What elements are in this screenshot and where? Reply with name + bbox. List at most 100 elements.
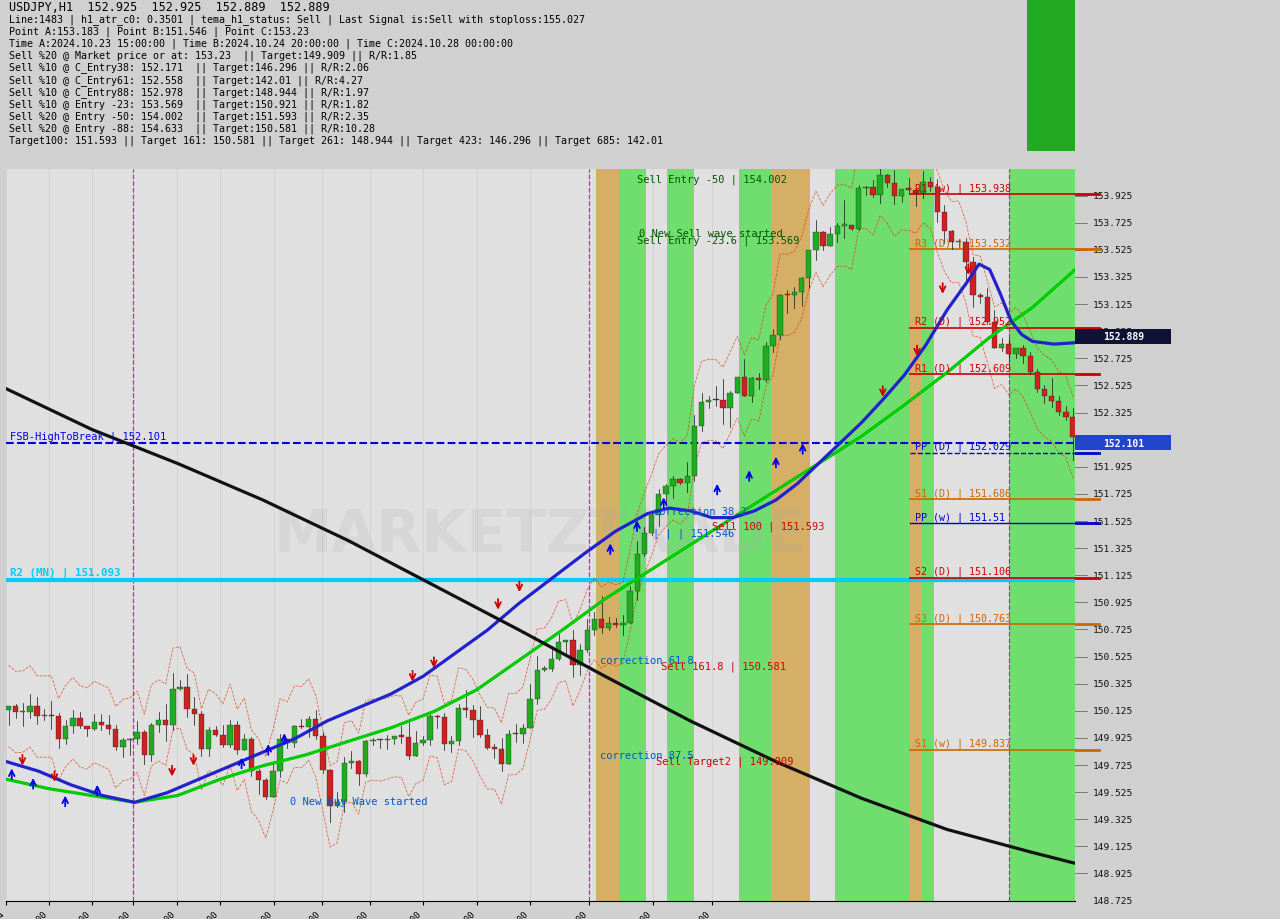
Bar — [41, 715, 47, 717]
Bar — [278, 740, 283, 771]
Bar — [234, 725, 239, 750]
Text: R1 (D) | 152.609: R1 (D) | 152.609 — [915, 363, 1011, 373]
Text: 150.925: 150.925 — [1093, 598, 1133, 607]
Bar — [63, 726, 68, 739]
Bar — [434, 716, 440, 717]
Bar — [856, 189, 861, 230]
Bar — [541, 669, 547, 670]
Bar — [920, 183, 925, 193]
Text: R3 (D) | 153.532: R3 (D) | 153.532 — [915, 238, 1011, 248]
Bar — [934, 187, 940, 212]
Text: 150.725: 150.725 — [1093, 625, 1133, 634]
Text: 149.925: 149.925 — [1093, 733, 1133, 743]
Bar — [948, 232, 955, 243]
Bar — [13, 706, 18, 712]
Bar — [6, 706, 12, 710]
Bar — [928, 183, 933, 187]
Text: 148.725: 148.725 — [1093, 896, 1133, 905]
Bar — [1009, 170, 1085, 901]
Bar — [563, 641, 568, 642]
Text: 0 New Buy Wave started: 0 New Buy Wave started — [289, 796, 428, 806]
Text: S2 (D) | 151.106: S2 (D) | 151.106 — [915, 566, 1011, 577]
Text: S1 (w) | 149.837: S1 (w) | 149.837 — [915, 738, 1011, 749]
Bar — [599, 619, 604, 628]
Text: S1 (D) | 151.686: S1 (D) | 151.686 — [915, 488, 1011, 498]
Text: Time A:2024.10.23 15:00:00 | Time B:2024.10.24 20:00:00 | Time C:2024.10.28 00:0: Time A:2024.10.23 15:00:00 | Time B:2024… — [9, 39, 512, 49]
Text: Sell Target2 | 149.909: Sell Target2 | 149.909 — [657, 755, 794, 766]
Bar — [170, 689, 175, 725]
Bar — [35, 707, 40, 717]
Text: 153.925: 153.925 — [1093, 192, 1133, 201]
Bar — [449, 742, 454, 744]
Text: 149.125: 149.125 — [1093, 842, 1133, 851]
Bar — [328, 770, 333, 807]
Bar — [663, 487, 668, 494]
Bar — [356, 762, 361, 774]
Bar — [992, 323, 997, 348]
Bar — [470, 710, 476, 720]
Bar — [1075, 436, 1171, 451]
Bar — [248, 739, 255, 771]
Bar — [198, 714, 204, 750]
Bar — [649, 516, 654, 534]
Bar — [477, 720, 483, 735]
Bar — [284, 740, 289, 743]
Bar — [923, 170, 934, 901]
Bar — [984, 298, 989, 323]
Text: Sell %20 @ Entry -88: 154.633  || Target:150.581 || R/R:10.28: Sell %20 @ Entry -88: 154.633 || Target:… — [9, 123, 375, 134]
Text: PP (w) | 151.51: PP (w) | 151.51 — [915, 512, 1005, 522]
Bar — [827, 235, 833, 247]
Bar — [1075, 329, 1171, 345]
Bar — [228, 725, 233, 744]
Bar — [163, 720, 169, 725]
Text: 151.325: 151.325 — [1093, 544, 1133, 553]
Bar — [92, 722, 97, 729]
Bar — [677, 480, 682, 484]
Bar — [342, 764, 347, 802]
Bar — [77, 719, 83, 727]
Bar — [106, 726, 111, 729]
Bar — [1070, 417, 1075, 438]
Text: Sell %10 @ Entry -23: 153.569  || Target:150.921 || R/R:1.82: Sell %10 @ Entry -23: 153.569 || Target:… — [9, 99, 369, 109]
Bar — [120, 741, 125, 747]
Bar — [667, 170, 694, 901]
Text: 152.325: 152.325 — [1093, 409, 1133, 417]
Text: 153.325: 153.325 — [1093, 273, 1133, 282]
Bar — [264, 779, 269, 798]
Bar — [735, 378, 740, 393]
Text: Sell %10 @ C_Entry61: 152.558  || Target:142.01 || R/R:4.27: Sell %10 @ C_Entry61: 152.558 || Target:… — [9, 74, 362, 85]
Text: R2 (D) | 152.952: R2 (D) | 152.952 — [915, 316, 1011, 327]
Bar — [220, 735, 225, 744]
Bar — [685, 477, 690, 484]
Bar — [492, 747, 497, 749]
Bar — [691, 426, 698, 477]
Bar — [613, 623, 618, 626]
Bar — [148, 725, 154, 755]
Text: R2 (MN) | 151.093: R2 (MN) | 151.093 — [10, 567, 120, 578]
Bar — [184, 687, 189, 709]
Bar — [84, 727, 90, 729]
Text: Sell %20 @ Entry -50: 154.002  || Target:151.593 || R/R:2.35: Sell %20 @ Entry -50: 154.002 || Target:… — [9, 111, 369, 121]
Bar — [571, 641, 576, 665]
Text: 149.525: 149.525 — [1093, 788, 1133, 797]
Text: S3 (D) | 150.763: S3 (D) | 150.763 — [915, 613, 1011, 623]
Bar — [298, 726, 305, 728]
Bar — [513, 733, 518, 734]
Bar — [1042, 389, 1047, 397]
Text: correction 38.2: correction 38.2 — [653, 506, 746, 516]
Bar — [499, 749, 504, 764]
Bar — [420, 740, 425, 743]
Bar — [127, 739, 133, 741]
Bar — [156, 720, 161, 725]
Bar — [1028, 357, 1033, 372]
Bar — [399, 735, 404, 737]
Bar — [713, 400, 718, 401]
Text: 153.525: 153.525 — [1093, 246, 1133, 255]
Bar — [870, 188, 876, 196]
Bar — [910, 170, 923, 901]
Bar — [585, 630, 590, 650]
Text: Target100: 151.593 || Target 161: 150.581 || Target 261: 148.944 || Target 423: : Target100: 151.593 || Target 161: 150.58… — [9, 135, 663, 146]
Text: 152.125: 152.125 — [1093, 436, 1133, 445]
Bar — [820, 233, 826, 247]
Bar — [618, 170, 645, 901]
